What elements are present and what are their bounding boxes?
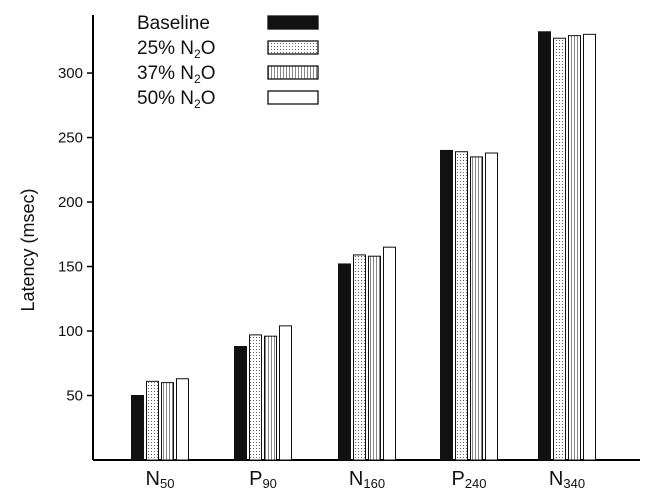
x-tick-label: N340 xyxy=(549,468,585,491)
y-tick-label: 150 xyxy=(58,259,83,276)
y-tick-label: 50 xyxy=(66,388,83,405)
bar-solid-4 xyxy=(440,149,453,461)
bar-solid-3 xyxy=(338,263,351,461)
bar-open-5 xyxy=(583,33,596,461)
bar-striped-1 xyxy=(161,382,174,461)
x-tick-label: N50 xyxy=(146,468,175,491)
legend-label: Baseline xyxy=(137,13,210,34)
x-tick-label: P240 xyxy=(451,468,486,491)
bar-solid-1 xyxy=(131,395,144,461)
x-tick-label: P90 xyxy=(249,468,277,491)
bar-open-2 xyxy=(279,325,292,461)
legend-swatch xyxy=(267,65,319,80)
y-tick-label: 100 xyxy=(58,323,83,340)
legend-swatch xyxy=(267,15,319,30)
bar-dotted-2 xyxy=(249,334,262,461)
bar-dotted-1 xyxy=(146,380,159,461)
bar-dotted-4 xyxy=(455,151,468,461)
bar-open-3 xyxy=(383,246,396,461)
bar-striped-5 xyxy=(568,35,581,461)
legend-label: 50% N2O xyxy=(137,88,216,111)
y-tick-label: 250 xyxy=(58,130,83,147)
legend-swatch xyxy=(267,40,319,55)
y-tick-label: 300 xyxy=(58,65,83,82)
bars xyxy=(131,31,596,461)
bar-open-4 xyxy=(485,152,498,461)
bar-striped-2 xyxy=(264,335,277,461)
y-tick-label: 200 xyxy=(58,194,83,211)
bar-dotted-3 xyxy=(353,254,366,461)
legend-swatch xyxy=(267,90,319,105)
legend-label: 37% N2O xyxy=(137,63,216,86)
bar-striped-4 xyxy=(470,156,483,461)
bar-open-1 xyxy=(176,378,189,461)
bar-dotted-5 xyxy=(553,37,566,461)
bar-solid-2 xyxy=(234,345,247,461)
bar-striped-3 xyxy=(368,255,381,461)
legend-label: 25% N2O xyxy=(137,38,216,61)
x-tick-labels: N50 P90 N160 P240 N340 xyxy=(146,468,586,491)
x-tick-label: N160 xyxy=(349,468,385,491)
y-axis-label: Latency (msec) xyxy=(18,188,38,311)
bar-solid-5 xyxy=(538,31,551,461)
